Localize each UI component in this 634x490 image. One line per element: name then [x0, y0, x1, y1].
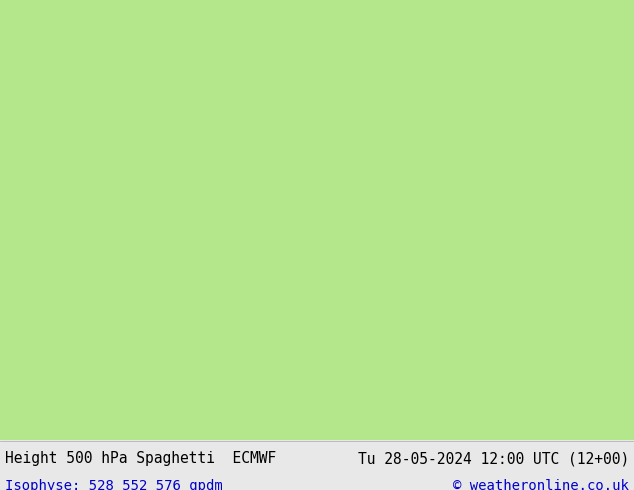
- Text: Height 500 hPa Spaghetti  ECMWF: Height 500 hPa Spaghetti ECMWF: [5, 451, 276, 466]
- Text: Tu 28-05-2024 12:00 UTC (12+00): Tu 28-05-2024 12:00 UTC (12+00): [358, 451, 629, 466]
- Text: © weatheronline.co.uk: © weatheronline.co.uk: [453, 479, 629, 490]
- Text: Isophyse: 528 552 576 gpdm: Isophyse: 528 552 576 gpdm: [5, 479, 223, 490]
